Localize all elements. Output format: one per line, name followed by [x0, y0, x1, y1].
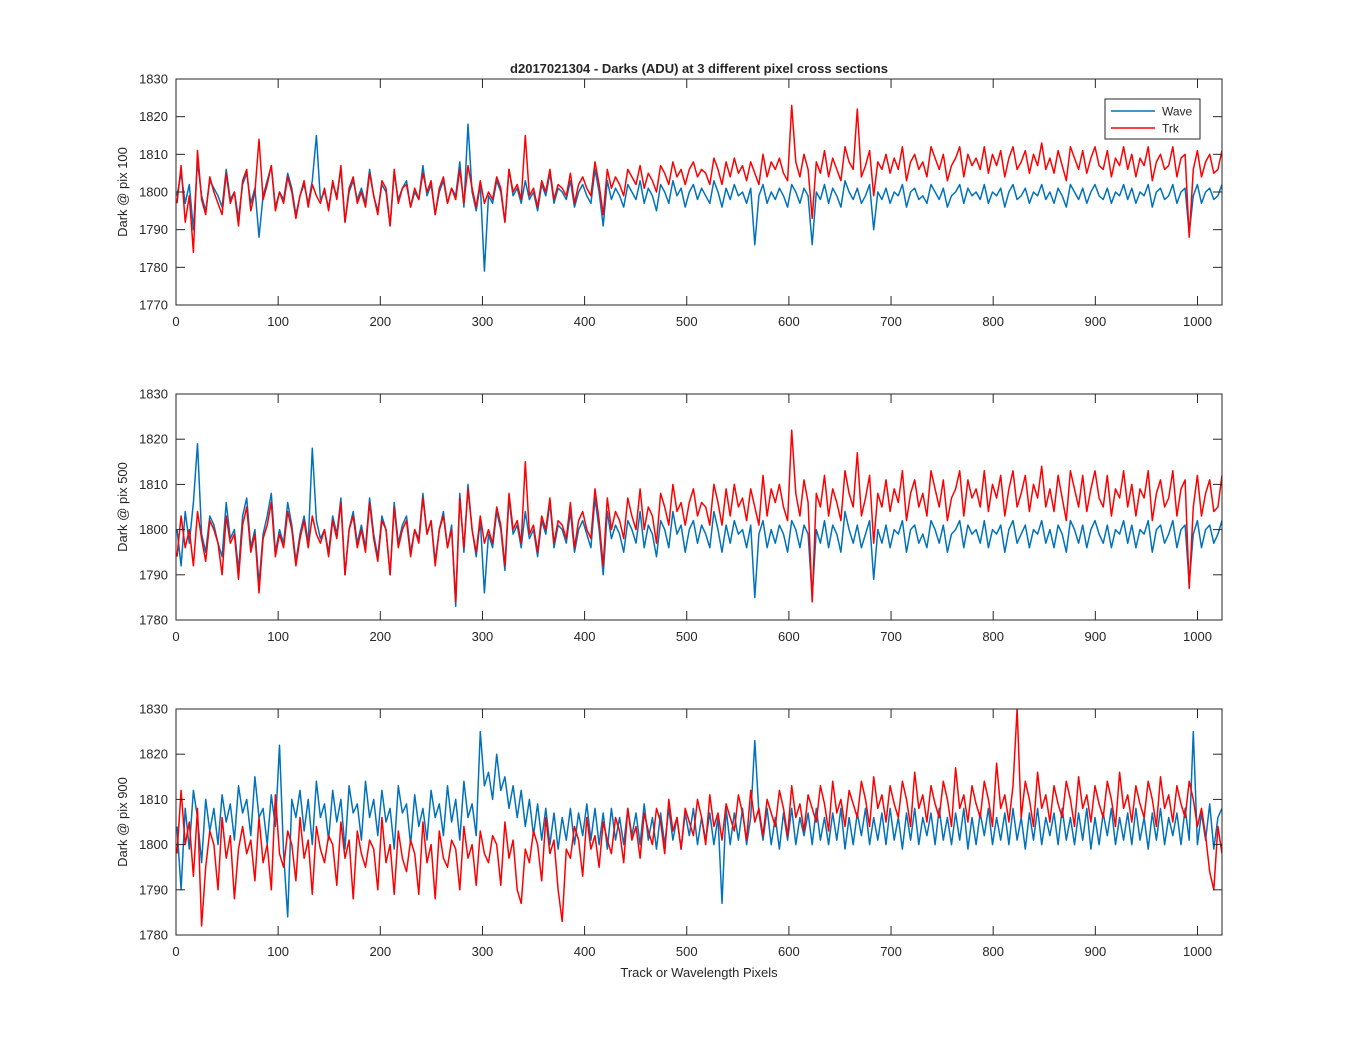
x-tick-label: 100	[267, 944, 289, 959]
x-tick-label: 600	[778, 944, 800, 959]
y-tick-label: 1800	[139, 522, 168, 537]
x-tick-label: 800	[982, 944, 1004, 959]
plot-area	[176, 79, 1222, 305]
y-tick-label: 1780	[139, 928, 168, 943]
x-tick-label: 900	[1084, 314, 1106, 329]
x-tick-label: 100	[267, 314, 289, 329]
x-tick-label: 500	[676, 944, 698, 959]
x-tick-label: 300	[472, 629, 494, 644]
legend-box	[1104, 98, 1201, 140]
series-lines	[176, 104, 1222, 272]
series-line-trk	[176, 104, 1222, 254]
x-tick-label: 400	[574, 314, 596, 329]
subplot-3: 0 100 200 300 400 500 600 700 800 900 1000 1780 1790…	[115, 702, 1223, 980]
x-tick-label: 900	[1084, 629, 1106, 644]
y-tick-label: 1830	[139, 72, 168, 87]
y-tick-label: 1830	[139, 387, 168, 402]
x-tick-label: 0	[172, 314, 179, 329]
x-tick-label: 1000	[1183, 944, 1212, 959]
x-tick-label: 300	[472, 314, 494, 329]
x-axis-label: Track or Wavelength Pixels	[620, 965, 778, 980]
subplot-2: 0 100 200 300 400 500 600 700 800 900 1000 1780 1790…	[115, 387, 1223, 644]
x-tick-label: 1000	[1183, 314, 1212, 329]
y-tick-label: 1790	[139, 222, 168, 237]
x-tick-label: 800	[982, 314, 1004, 329]
y-axis-label: Dark @ pix 500	[115, 462, 130, 552]
x-tick-label: 400	[574, 629, 596, 644]
x-tick-label: 700	[880, 629, 902, 644]
axes-box	[175, 393, 1223, 621]
legend-label-trk: Trk	[1162, 122, 1180, 136]
y-tick-label: 1780	[139, 613, 168, 628]
x-tick-label: 400	[574, 944, 596, 959]
y-axis-label: Dark @ pix 100	[115, 147, 130, 237]
legend-label-wave: Wave	[1162, 105, 1193, 119]
y-tick-label: 1820	[139, 432, 168, 447]
y-tick-label: 1820	[139, 109, 168, 124]
y-tick-label: 1800	[139, 185, 168, 200]
x-tick-label: 200	[369, 314, 391, 329]
series-line-trk	[176, 429, 1222, 603]
x-tick-label: 1000	[1183, 629, 1212, 644]
x-tick-label: 700	[880, 944, 902, 959]
y-tick-label: 1790	[139, 567, 168, 582]
legend: Wave Trk	[1104, 98, 1201, 140]
x-tick-label: 300	[472, 944, 494, 959]
x-tick-label: 0	[172, 629, 179, 644]
x-tick-label: 200	[369, 629, 391, 644]
y-tick-label: 1790	[139, 882, 168, 897]
series-line-wave	[176, 123, 1222, 272]
y-axis-label: Dark @ pix 900	[115, 777, 130, 867]
x-tick-label: 900	[1084, 944, 1106, 959]
y-tick-label: 1780	[139, 260, 168, 275]
y-tick-label: 1770	[139, 298, 168, 313]
series-line-wave	[176, 730, 1222, 918]
x-tick-label: 800	[982, 629, 1004, 644]
x-tick-label: 700	[880, 314, 902, 329]
plot-area	[176, 394, 1222, 620]
y-tick-label: 1810	[139, 477, 168, 492]
x-tick-label: 100	[267, 629, 289, 644]
series-line-trk	[176, 709, 1222, 927]
x-tick-label: 600	[778, 629, 800, 644]
subplot-container: 0 100 200 300 400 500 600 700 800 900 100017701780…	[115, 72, 1223, 980]
y-tick-label: 1810	[139, 792, 168, 807]
chart-title: d2017021304 - Darks (ADU) at 3 different…	[510, 61, 888, 76]
x-tick-label: 200	[369, 944, 391, 959]
y-tick-label: 1810	[139, 147, 168, 162]
x-tick-label: 0	[172, 944, 179, 959]
y-tick-label: 1820	[139, 747, 168, 762]
subplot-1: 0 100 200 300 400 500 600 700 800 900 1000 1770 1780…	[115, 72, 1223, 329]
x-tick-label: 600	[778, 314, 800, 329]
series-lines	[176, 709, 1222, 927]
x-tick-label: 500	[676, 629, 698, 644]
y-tick-label: 1830	[139, 702, 168, 717]
axes-box	[175, 708, 1223, 936]
x-tick-label: 500	[676, 314, 698, 329]
y-tick-label: 1800	[139, 837, 168, 852]
plot-area	[176, 709, 1222, 935]
series-lines	[176, 429, 1222, 608]
